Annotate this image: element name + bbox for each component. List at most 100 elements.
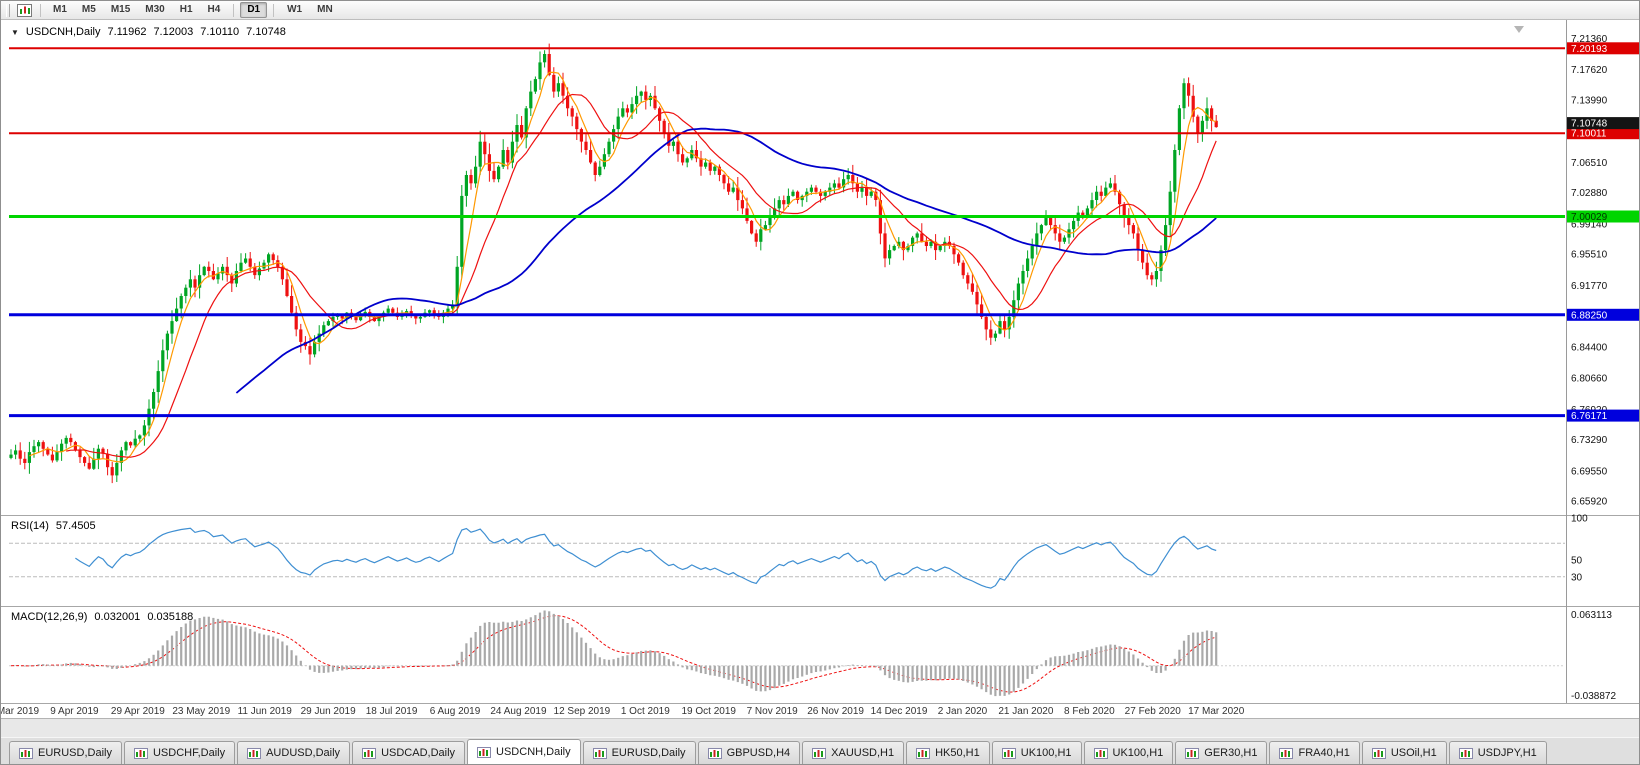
chart-tabbar: EURUSD,Daily USDCHF,Daily AUDUSD,Daily USDC… [1, 737, 1639, 764]
svg-text:18 Jul 2019: 18 Jul 2019 [366, 706, 418, 717]
workspace-strip [1, 718, 1639, 737]
toolbar-separator [273, 3, 275, 17]
chart-tab-icon [1279, 747, 1294, 759]
chart-tab-label: USDCHF,Daily [152, 747, 226, 759]
macd-histogram [14, 610, 1218, 697]
chart-tab-usdcnh-daily[interactable]: USDCNH,Daily [467, 739, 581, 764]
chart-tab-label: XAUUSD,H1 [831, 747, 895, 759]
horizontal-levels-layer[interactable] [9, 47, 1565, 418]
timeframe-button-w1[interactable]: W1 [287, 4, 303, 15]
chart-tab-eurusd-daily[interactable]: EURUSD,Daily [582, 741, 696, 764]
chart-tab-label: USOil,H1 [1390, 747, 1437, 759]
svg-text:11 Jun 2019: 11 Jun 2019 [238, 706, 293, 717]
current-price-badge [1567, 117, 1639, 130]
timeframe-button-h1[interactable]: H1 [179, 4, 193, 15]
toolbar-separator [233, 3, 235, 17]
chart-toolbar-icon[interactable] [17, 3, 32, 17]
chart-tab-icon [1371, 747, 1386, 759]
svg-text:24 Aug 2019: 24 Aug 2019 [490, 706, 547, 717]
svg-text:26 Nov 2019: 26 Nov 2019 [807, 706, 864, 717]
toolbar-grip[interactable] [6, 3, 10, 17]
svg-text:7.21360: 7.21360 [1571, 34, 1608, 45]
chart-tab-usdchf-daily[interactable]: USDCHF,Daily [123, 741, 236, 764]
moving-average-50 [235, 127, 1217, 394]
svg-text:23 May 2019: 23 May 2019 [172, 706, 230, 717]
chart-tab-ger30-h1[interactable]: GER30,H1 [1175, 741, 1268, 764]
toolbar-separator [40, 3, 41, 17]
chart-tab-icon [1185, 747, 1200, 759]
chart-tab-label: EURUSD,Daily [38, 747, 112, 759]
candles-layer [9, 43, 1218, 484]
level-price-badge [1567, 42, 1639, 55]
chart-tab-label: USDCNH,Daily [496, 746, 571, 758]
chart-tab-hk50-h1[interactable]: HK50,H1 [906, 741, 990, 764]
chart-tab-label: AUDUSD,Daily [266, 747, 341, 759]
timeframe-buttons: M1 M5 M15 M30 H1 H4 D1 W1 MN [46, 2, 340, 18]
svg-text:14 Dec 2019: 14 Dec 2019 [871, 706, 928, 717]
level-price-badge [1567, 210, 1639, 223]
rsi-panel: 100 50 30 [9, 514, 1588, 589]
svg-text:30: 30 [1571, 572, 1583, 583]
chart-tab-label: USDCAD,Daily [381, 747, 456, 759]
chart-tab-uk100-h1[interactable]: UK100,H1 [1083, 741, 1174, 764]
chart-tab-label: GBPUSD,H4 [726, 747, 791, 759]
chart-window: 100 50 30 0.063113 -0.038872 7.21360 7.17620 7.… [1, 20, 1639, 718]
timeframe-button-d1[interactable]: D1 [240, 2, 268, 18]
chart-tab-icon [592, 747, 607, 759]
svg-text:100: 100 [1571, 514, 1588, 525]
rsi-line [75, 527, 1217, 589]
macd-signal-line [10, 615, 1217, 693]
timeframe-button-m15[interactable]: M15 [110, 4, 131, 15]
chart-tab-label: GER30,H1 [1204, 747, 1258, 759]
svg-text:7.02880: 7.02880 [1571, 188, 1608, 199]
chart-tab-gbpusd-h4[interactable]: GBPUSD,H4 [697, 741, 801, 764]
chart-tab-usdcad-daily[interactable]: USDCAD,Daily [352, 741, 466, 764]
timeframe-button-m5[interactable]: M5 [81, 4, 96, 15]
chart-tab-icon [812, 747, 827, 759]
timeframe-toolbar: M1 M5 M15 M30 H1 H4 D1 W1 MN [1, 1, 1639, 20]
svg-text:9 Apr 2019: 9 Apr 2019 [50, 706, 99, 717]
svg-text:6 Aug 2019: 6 Aug 2019 [430, 706, 481, 717]
chart-tab-icon [247, 747, 262, 759]
chart-tab-xauusd-h1[interactable]: XAUUSD,H1 [802, 741, 905, 764]
level-price-badge [1567, 308, 1639, 321]
chart-tab-uk100-h1[interactable]: UK100,H1 [991, 741, 1082, 764]
svg-text:6.99140: 6.99140 [1571, 219, 1608, 230]
chart-tab-icon [707, 747, 722, 759]
svg-text:6.84400: 6.84400 [1571, 342, 1608, 353]
chart-tab-label: HK50,H1 [935, 747, 980, 759]
date-axis[interactable]: 21 Mar 2019 9 Apr 2019 29 Apr 2019 23 May 2… [1, 706, 1245, 717]
svg-text:6.73290: 6.73290 [1571, 435, 1608, 446]
svg-text:6.69550: 6.69550 [1571, 466, 1608, 477]
timeframe-button-mn[interactable]: MN [317, 4, 333, 15]
moving-average-13 [66, 93, 1217, 458]
timeframe-button-h4[interactable]: H4 [207, 4, 221, 15]
svg-text:29 Apr 2019: 29 Apr 2019 [111, 706, 165, 717]
chart-tab-audusd-daily[interactable]: AUDUSD,Daily [237, 741, 351, 764]
chart-tab-usdjpy-h1[interactable]: USDJPY,H1 [1448, 741, 1547, 764]
svg-text:19 Oct 2019: 19 Oct 2019 [682, 706, 737, 717]
svg-text:12 Sep 2019: 12 Sep 2019 [554, 706, 611, 717]
price-axis[interactable]: 7.21360 7.17620 7.13990 7.06510 7.02880 6.991… [1566, 20, 1640, 703]
chart-tab-fra40-h1[interactable]: FRA40,H1 [1269, 741, 1360, 764]
timeframe-button-m30[interactable]: M30 [145, 4, 165, 15]
timeframe-button-m1[interactable]: M1 [53, 4, 67, 15]
symbol-dropdown-icon[interactable]: ▼ [11, 27, 19, 37]
svg-text:29 Jun 2019: 29 Jun 2019 [301, 706, 356, 717]
chart-canvas[interactable]: 10050300.063113-0.0388727.213607.176207.… [1, 20, 1639, 718]
chart-tab-icon [477, 746, 492, 758]
svg-text:2 Jan 2020: 2 Jan 2020 [938, 706, 988, 717]
svg-text:7.06510: 7.06510 [1571, 158, 1608, 169]
moving-average-5 [29, 71, 1217, 463]
svg-text:7.10011: 7.10011 [1571, 129, 1607, 140]
chart-tab-usoil-h1[interactable]: USOil,H1 [1361, 741, 1447, 764]
svg-text:50: 50 [1571, 556, 1583, 567]
chart-tab-label: USDJPY,H1 [1477, 747, 1537, 759]
macd-panel: 0.063113 -0.038872 [9, 610, 1616, 702]
svg-text:6.76171: 6.76171 [1571, 411, 1608, 422]
chart-tab-label: EURUSD,Daily [611, 747, 686, 759]
svg-text:6.95510: 6.95510 [1571, 250, 1608, 261]
level-price-badge [1567, 127, 1639, 140]
chart-tab-eurusd-daily[interactable]: EURUSD,Daily [9, 741, 122, 764]
